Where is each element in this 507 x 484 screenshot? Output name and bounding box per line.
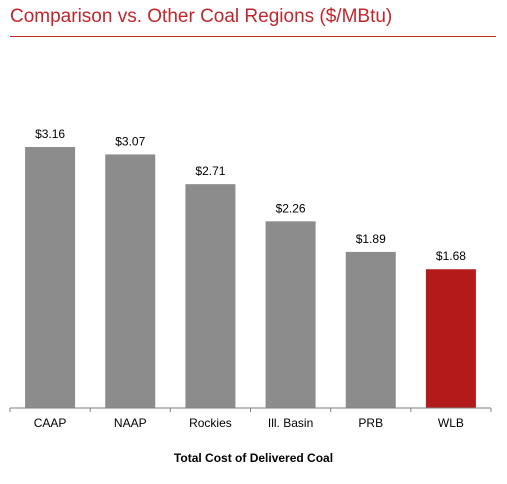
title-divider [10,36,496,37]
data-label: $1.68 [436,249,466,263]
x-tick-label: Ill. Basin [268,416,313,430]
x-tick-label: Rockies [189,416,232,430]
data-label: $3.16 [35,127,65,141]
x-axis-title: Total Cost of Delivered Coal [173,451,334,465]
data-label: $1.89 [356,232,386,246]
data-label: $2.26 [276,201,306,215]
bar [105,154,156,408]
bar [25,147,76,408]
data-label: $3.07 [115,134,145,148]
bar [185,184,236,408]
bar [425,269,476,408]
data-label: $2.71 [195,164,225,178]
bar [265,221,316,408]
chart-title: Comparison vs. Other Coal Regions ($/MBt… [10,6,393,27]
x-tick-label: WLB [438,416,464,430]
x-tick-label: NAAP [114,416,147,430]
bar [345,251,396,408]
x-tick-label: PRB [358,416,383,430]
x-tick-label: CAAP [34,416,67,430]
